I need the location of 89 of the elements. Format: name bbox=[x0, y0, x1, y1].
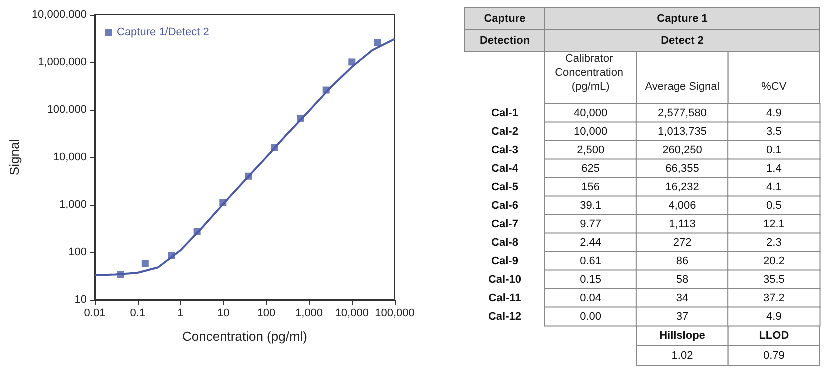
x-tick-label: %CV bbox=[762, 81, 788, 93]
x-tick-label: 10,000 bbox=[335, 308, 369, 320]
data-label: 66,355 bbox=[666, 162, 700, 175]
y-tick-label: 10,000,000 bbox=[32, 9, 87, 21]
data-label: 1,113 bbox=[669, 218, 696, 230]
y-tick-label: Cal-12 bbox=[488, 310, 522, 323]
x-tick-label: 0.1 bbox=[130, 308, 146, 320]
data-label: 0.00 bbox=[580, 310, 602, 323]
x-tick-label: 0.01 bbox=[84, 308, 106, 320]
text: Capture bbox=[484, 13, 526, 25]
x-tick-label: Calibrator Concentration (pg/mL) bbox=[555, 53, 627, 93]
x-axis-title: Concentration (pg/ml) bbox=[182, 329, 308, 344]
text: Hillslope bbox=[660, 330, 706, 342]
y-tick-label: Cal-1 bbox=[492, 107, 518, 120]
data-label: 625 bbox=[582, 162, 600, 175]
y-tick-label: 10 bbox=[74, 294, 87, 306]
data-label: 34 bbox=[676, 292, 689, 304]
y-tick-label: 100,000 bbox=[47, 104, 87, 116]
point bbox=[142, 260, 149, 268]
data-label: 1,013,735 bbox=[658, 126, 707, 138]
y-tick-label: 1,000 bbox=[59, 199, 87, 211]
data-label: 156 bbox=[582, 181, 600, 194]
point bbox=[348, 58, 356, 66]
y-tick-label: Cal-8 bbox=[492, 236, 518, 249]
point bbox=[117, 271, 124, 278]
x-tick-label: 1,000 bbox=[296, 308, 324, 320]
y-tick-label: Cal-10 bbox=[488, 274, 522, 286]
data-label: 10,000 bbox=[574, 126, 608, 138]
data-label: 4.9 bbox=[766, 107, 782, 120]
text: Detect 2 bbox=[661, 35, 704, 47]
data-label: 39.1 bbox=[580, 200, 602, 212]
x-tick-label: 100,000 bbox=[375, 308, 415, 320]
point bbox=[271, 144, 278, 152]
data-label: 0.5 bbox=[766, 200, 782, 212]
data-label: 20.2 bbox=[763, 255, 785, 268]
text: 1.02 bbox=[672, 350, 694, 362]
point bbox=[297, 114, 304, 122]
y-tick-label: Cal-4 bbox=[492, 162, 520, 175]
data-label: 16,232 bbox=[666, 181, 700, 194]
data-label: 1.4 bbox=[766, 162, 782, 175]
data-label: 37.2 bbox=[763, 292, 785, 304]
data-label: 86 bbox=[676, 255, 689, 268]
text: Detection bbox=[480, 35, 530, 47]
data-label: 0.04 bbox=[580, 292, 602, 304]
y-tick-label: 1,000,000 bbox=[38, 56, 87, 68]
data-label: 260,250 bbox=[662, 144, 702, 156]
point bbox=[168, 252, 176, 260]
data-label: 2,577,580 bbox=[658, 107, 707, 120]
line-series bbox=[94, 38, 396, 276]
data-label: 40,000 bbox=[574, 107, 608, 120]
point bbox=[220, 199, 227, 206]
data-label: 0.1 bbox=[766, 144, 782, 156]
y-axis-title: Signal bbox=[7, 139, 22, 176]
text: 0.79 bbox=[763, 350, 785, 362]
y-tick-label: 100 bbox=[68, 246, 87, 258]
data-label: 4,006 bbox=[668, 200, 696, 212]
point bbox=[374, 39, 382, 46]
y-tick-label: Cal-11 bbox=[488, 292, 522, 304]
data-label: 0.61 bbox=[580, 255, 602, 268]
data-label: 272 bbox=[673, 236, 692, 249]
y-tick-label: Cal-9 bbox=[492, 255, 518, 268]
data-label: 12.1 bbox=[763, 218, 785, 230]
x-tick-label: 10 bbox=[217, 308, 230, 320]
x-tick-label: 1 bbox=[178, 308, 184, 320]
text: LLOD bbox=[759, 330, 790, 342]
data-label: 2.3 bbox=[766, 236, 782, 249]
data-label: 2,500 bbox=[577, 144, 605, 156]
text: Capture 1 bbox=[657, 13, 708, 25]
data-label: 0.15 bbox=[580, 274, 602, 286]
data-label: 4.9 bbox=[766, 310, 782, 323]
y-tick-label: Cal-3 bbox=[492, 144, 518, 156]
y-tick-label: Cal-6 bbox=[492, 200, 518, 212]
data-label: 35.5 bbox=[763, 274, 785, 286]
data-label: 4.1 bbox=[766, 181, 782, 194]
point bbox=[245, 172, 252, 180]
x-tick-label: Average Signal bbox=[645, 81, 720, 93]
y-tick-label: Cal-5 bbox=[492, 181, 518, 194]
legend-label: Capture 1/Detect 2 bbox=[117, 26, 210, 38]
x-tick-label: 100 bbox=[257, 308, 276, 320]
data-label: 3.5 bbox=[766, 126, 782, 138]
y-tick-label: Cal-2 bbox=[492, 126, 518, 138]
y-tick-label: Cal-7 bbox=[492, 218, 518, 230]
point bbox=[322, 86, 330, 94]
data-label: 9.77 bbox=[580, 218, 602, 230]
y-tick-label: 10,000 bbox=[53, 152, 87, 164]
point bbox=[194, 228, 201, 236]
data-label: 58 bbox=[676, 274, 689, 286]
data-label: 2.44 bbox=[580, 236, 602, 249]
data-label: 37 bbox=[676, 310, 689, 323]
